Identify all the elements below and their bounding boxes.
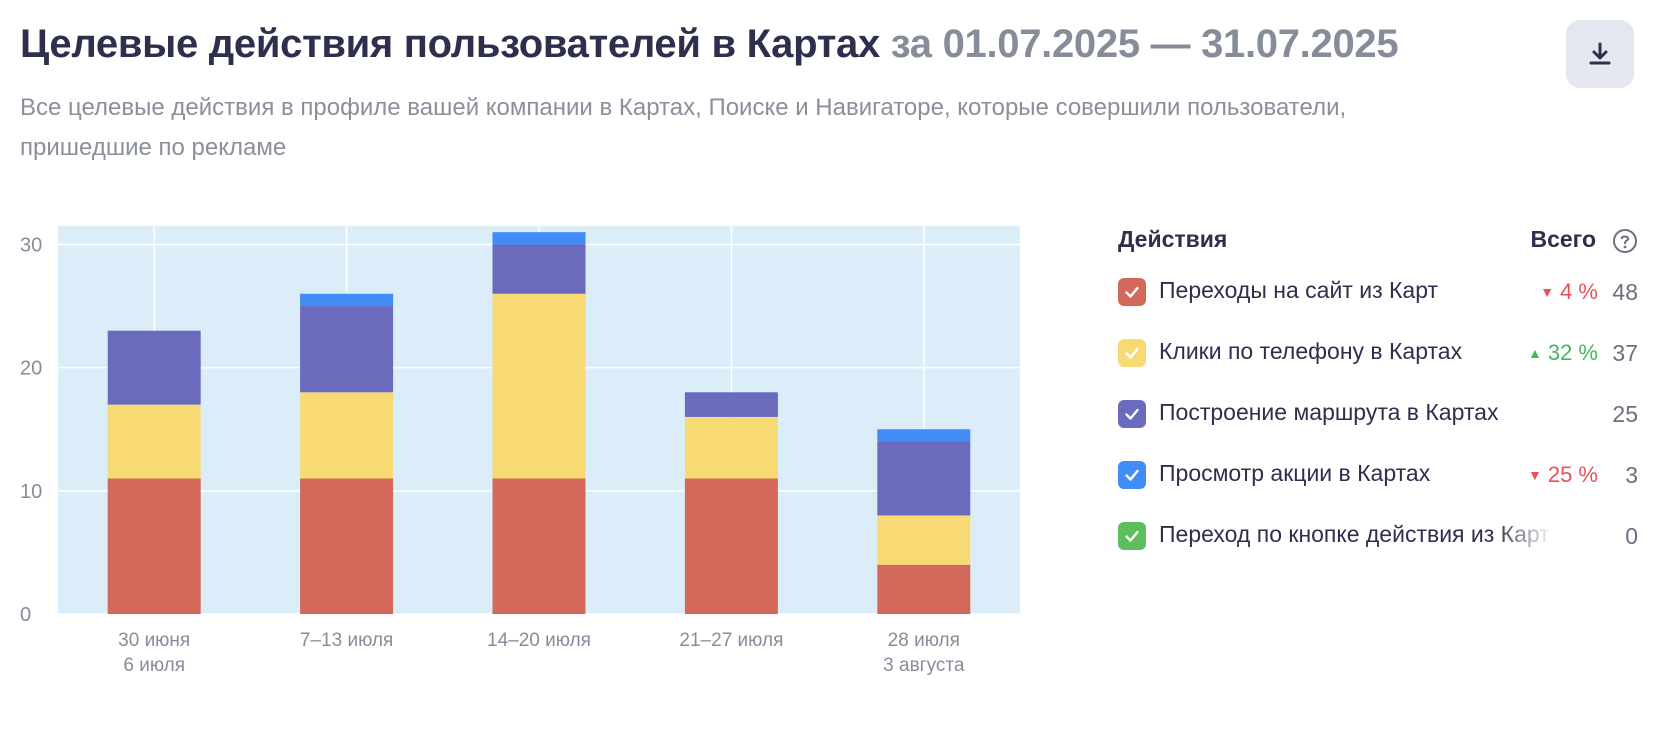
- bar-segment: [492, 244, 586, 294]
- legend-item-total: 25: [1612, 401, 1638, 427]
- x-tick-label: 28 июля: [888, 630, 960, 651]
- bar-segment: [107, 404, 201, 479]
- legend-header-total: Всего: [1530, 226, 1596, 252]
- y-tick-label: 10: [20, 481, 42, 503]
- y-tick-label: 0: [20, 604, 31, 626]
- legend-panel: Действия Всего Переходы на сайт из Карт ▼…: [1118, 220, 1638, 565]
- x-tick-label: 7–13 июля: [300, 630, 393, 651]
- legend-checkbox[interactable]: [1118, 461, 1146, 489]
- legend-item-label: Просмотр акции в Картах: [1159, 460, 1431, 486]
- legend-item-change-value: 4 %: [1560, 279, 1598, 304]
- x-tick-label: 14–20 июля: [487, 630, 591, 651]
- title-main: Целевые действия пользователей в Картах: [20, 22, 880, 66]
- question-circle-icon[interactable]: [1612, 228, 1638, 254]
- bar-segment: [684, 392, 778, 417]
- legend-checkbox[interactable]: [1118, 400, 1146, 428]
- legend-list: Переходы на сайт из Карт ▼ 4 % 48 Клики по т…: [1118, 260, 1638, 565]
- bar-segment: [684, 478, 778, 614]
- x-tick-label: 30 июня: [118, 630, 190, 651]
- triangle-down-icon: ▼: [1527, 467, 1542, 483]
- check-icon: [1125, 286, 1139, 298]
- check-icon: [1125, 530, 1139, 542]
- legend-checkbox[interactable]: [1118, 522, 1146, 550]
- bar-segment: [300, 293, 394, 307]
- stacked-bar-chart: 0 10 20 30 30 июня 6 июля 7–13 июля 14–20 июля 2…: [20, 226, 1020, 676]
- x-tick-label: 6 июля: [123, 655, 185, 676]
- bar-segment: [684, 416, 778, 479]
- check-icon: [1125, 469, 1139, 481]
- legend-item-label: Клики по телефону в Картах: [1159, 338, 1463, 364]
- bar-segment: [107, 478, 201, 614]
- legend-item-total: 37: [1612, 340, 1638, 366]
- bar-segment: [300, 392, 394, 479]
- download-button[interactable]: [1566, 20, 1634, 88]
- legend-item-change: ▼ 25 %: [1528, 461, 1598, 491]
- y-tick-label: 30: [20, 234, 42, 256]
- legend-item-label: Построение маршрута в Картах: [1159, 399, 1499, 425]
- bar-segment: [492, 232, 586, 245]
- legend-item-label: Переход по кнопке действия из Карт: [1159, 521, 1550, 547]
- legend-checkbox[interactable]: [1118, 278, 1146, 306]
- bar-segment: [877, 441, 971, 516]
- legend-checkbox[interactable]: [1118, 339, 1146, 367]
- legend-item[interactable]: Переход по кнопке действия из Карт 0: [1118, 504, 1638, 565]
- bar-segment: [492, 478, 586, 614]
- legend-header: Действия Всего: [1118, 220, 1638, 260]
- page-title: Целевые действия пользователей в Картах …: [20, 18, 1399, 70]
- legend-header-actions: Действия: [1118, 226, 1228, 252]
- legend-item-change: ▲ 32 %: [1528, 339, 1598, 369]
- legend-item[interactable]: Переходы на сайт из Карт ▼ 4 % 48: [1118, 260, 1638, 321]
- legend-item-total: 0: [1625, 523, 1638, 549]
- triangle-down-icon: ▼: [1540, 284, 1555, 300]
- y-tick-label: 20: [20, 358, 42, 380]
- legend-item-change-value: 32 %: [1547, 340, 1598, 365]
- check-icon: [1125, 408, 1139, 420]
- legend-item-total: 3: [1625, 462, 1638, 488]
- page-subtitle: Все целевые действия в профиле вашей ком…: [20, 94, 1347, 161]
- legend-item-change-value: 25 %: [1547, 462, 1598, 487]
- check-icon: [1125, 347, 1139, 359]
- download-icon: [1589, 42, 1611, 65]
- bar-segment: [300, 306, 394, 393]
- legend-item-total: 48: [1612, 279, 1638, 305]
- title-period: за 01.07.2025 — 31.07.2025: [890, 22, 1399, 66]
- legend-item[interactable]: Клики по телефону в Картах ▲ 32 % 37: [1118, 321, 1638, 382]
- legend-item[interactable]: Построение маршрута в Картах 25: [1118, 382, 1638, 443]
- legend-item-change: ▼ 4 %: [1540, 278, 1598, 308]
- bar-segment: [877, 515, 971, 565]
- bar-segment: [107, 330, 201, 405]
- bar-segment: [877, 429, 971, 442]
- x-tick-label: 21–27 июля: [679, 630, 783, 651]
- bar-segment: [300, 478, 394, 614]
- bar-segment: [492, 293, 586, 479]
- legend-item-label: Переходы на сайт из Карт: [1159, 277, 1439, 303]
- x-tick-label: 3 августа: [883, 655, 965, 676]
- triangle-up-icon: ▲: [1527, 345, 1542, 361]
- bar-segment: [877, 564, 971, 614]
- legend-item[interactable]: Просмотр акции в Картах ▼ 25 % 3: [1118, 443, 1638, 504]
